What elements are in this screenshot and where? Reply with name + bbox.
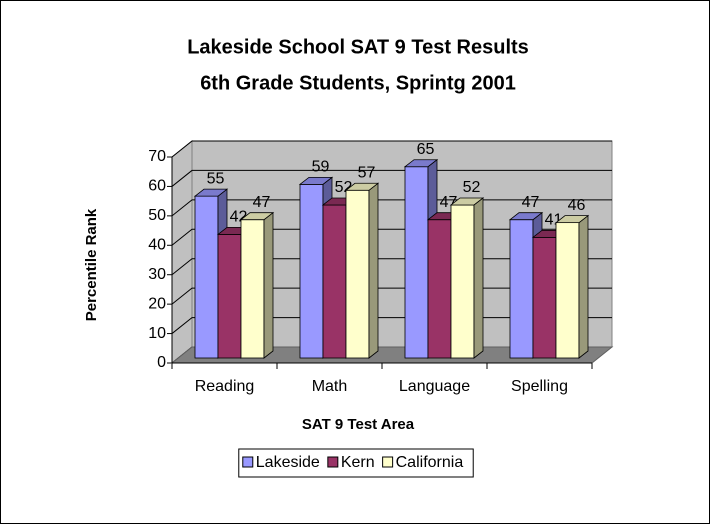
bar-top	[344, 182, 380, 191]
bar-front	[217, 233, 242, 359]
x-axis-title: SAT 9 Test Area	[302, 416, 415, 433]
chart-title: Lakeside School SAT 9 Test Results	[187, 36, 529, 58]
legend-swatch	[327, 456, 339, 468]
bar-front	[322, 204, 347, 359]
bar-top	[508, 212, 544, 221]
data-label: 59	[312, 159, 330, 176]
y-tick-label: 60	[148, 178, 166, 195]
bar-front	[555, 222, 580, 359]
bar	[554, 214, 590, 359]
y-tick-label: 20	[148, 295, 166, 312]
bar-front	[299, 183, 324, 359]
legend-swatch	[382, 456, 394, 468]
data-label: 65	[417, 141, 435, 158]
y-axis-title: Percentile Rank	[83, 208, 100, 321]
y-tick-label: 70	[148, 148, 166, 165]
bar-side	[263, 211, 274, 359]
bar-top	[449, 197, 485, 206]
data-label: 55	[207, 170, 225, 187]
bar-side	[473, 197, 484, 359]
legend: Lakeside Kern California	[238, 448, 474, 478]
x-tick-label: Reading	[195, 378, 255, 395]
bar-front	[240, 219, 265, 359]
bar-side	[368, 182, 379, 359]
y-tick-label: 30	[148, 266, 166, 283]
y-tick-label: 40	[148, 237, 166, 254]
y-tick-label: 10	[148, 325, 166, 342]
legend-label: Lakeside	[256, 454, 320, 471]
data-label: 46	[568, 197, 586, 214]
data-label: 57	[358, 164, 376, 181]
x-tick-label: Spelling	[511, 378, 568, 395]
y-tick-label: 50	[148, 207, 166, 224]
bar-top	[403, 159, 439, 168]
y-tick-label: 0	[157, 354, 166, 371]
bar-front	[509, 219, 534, 359]
bar-front	[450, 204, 475, 359]
bar-top	[554, 215, 590, 224]
legend-box	[238, 448, 474, 478]
legend-label: Kern	[341, 454, 375, 471]
bar-front	[194, 195, 219, 359]
data-label: 47	[253, 194, 271, 211]
bar-top	[239, 212, 275, 221]
bar-top	[193, 188, 229, 197]
legend-swatch	[242, 456, 254, 468]
chart-subtitle: 6th Grade Students, Sprintg 2001	[200, 72, 516, 94]
bar-front	[532, 236, 557, 359]
bar	[239, 211, 275, 359]
bar-top	[298, 176, 334, 185]
bar-side	[578, 214, 589, 359]
x-tick-label: Language	[399, 378, 470, 395]
data-label: 52	[463, 179, 481, 196]
grid-line	[171, 169, 612, 187]
bar	[344, 182, 380, 359]
x-tick-label: Math	[312, 378, 348, 395]
bar-front	[345, 189, 370, 359]
legend-label: California	[396, 454, 464, 471]
bar-front	[404, 166, 429, 359]
data-label: 47	[522, 194, 540, 211]
bar-front	[427, 219, 452, 359]
side-wall	[171, 139, 193, 365]
grid-line	[171, 140, 612, 158]
bar	[449, 197, 485, 359]
